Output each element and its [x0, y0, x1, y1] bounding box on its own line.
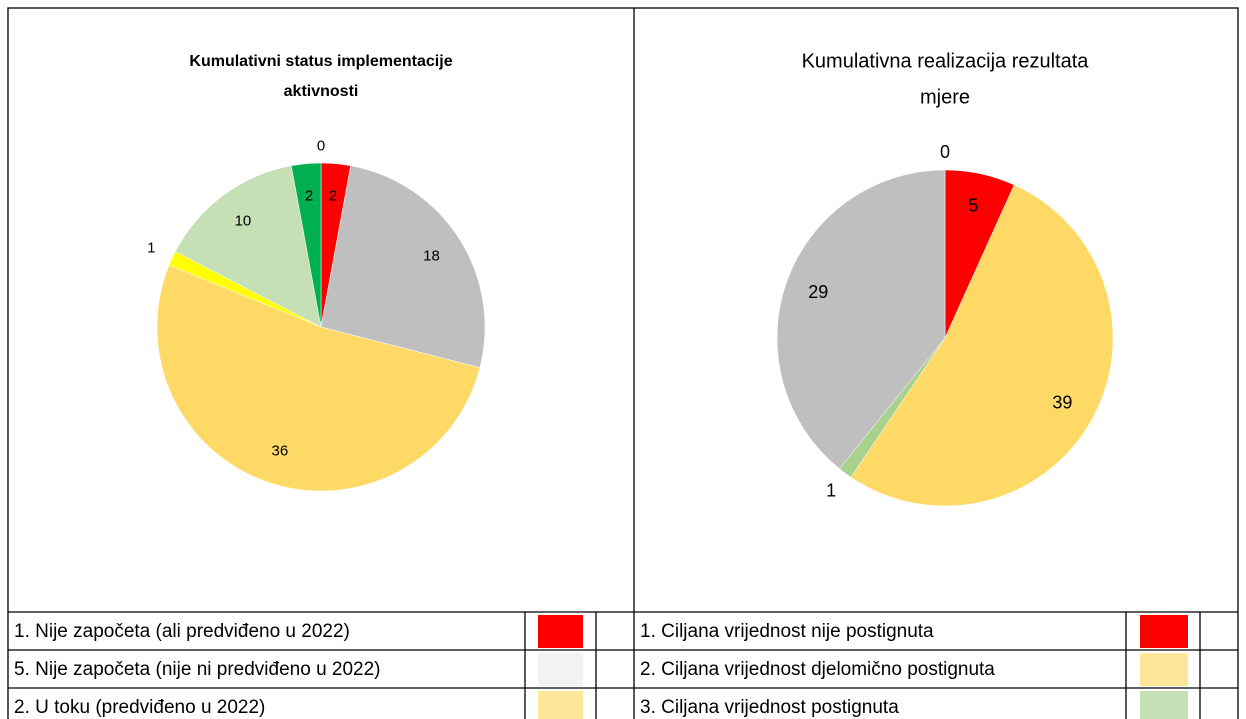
legend-label: 1. Ciljana vrijednost nije postignuta [640, 621, 934, 642]
data-label: 18 [423, 247, 440, 264]
data-label: 5 [968, 195, 978, 215]
pie-slice [850, 184, 1114, 507]
pie-slice [776, 169, 946, 470]
legend-swatch [538, 691, 583, 719]
table-border [7, 7, 1239, 719]
data-label: 10 [235, 213, 252, 230]
chart-title: aktivnosti [284, 83, 359, 100]
data-label: 1 [826, 481, 836, 501]
legend-swatch [1140, 691, 1188, 719]
data-label: 0 [940, 142, 950, 162]
legend-label: 5. Nije započeta (nije ni predviđeno u 2… [14, 659, 381, 680]
pie-slice [156, 264, 481, 492]
legend-swatch [538, 615, 583, 648]
data-label: 1 [147, 240, 155, 257]
legend-swatch [1140, 615, 1188, 648]
data-label: 2 [305, 187, 313, 204]
legend-swatch [538, 653, 583, 686]
legend-swatch [1140, 653, 1188, 686]
data-label: 0 [317, 138, 325, 155]
pie-slice [175, 165, 322, 328]
legend-label: 1. Nije započeta (ali predviđeno u 2022) [14, 621, 350, 642]
data-label: 2 [329, 187, 337, 204]
legend-label: 3. Ciljana vrijednost postignuta [640, 697, 899, 718]
pie-slice [291, 162, 322, 328]
data-label: 29 [808, 282, 828, 302]
data-label: 36 [272, 443, 289, 460]
data-label: 39 [1052, 392, 1072, 412]
pie-slice [320, 165, 486, 368]
chart-title: Kumulativni status implementacije [189, 53, 452, 70]
legend-label: 2. U toku (predviđeno u 2022) [14, 697, 265, 718]
chart-title: Kumulativna realizacija rezultata [802, 50, 1090, 72]
chart-title: mjere [920, 86, 970, 108]
legend-label: 2. Ciljana vrijednost djelomično postign… [640, 659, 995, 680]
